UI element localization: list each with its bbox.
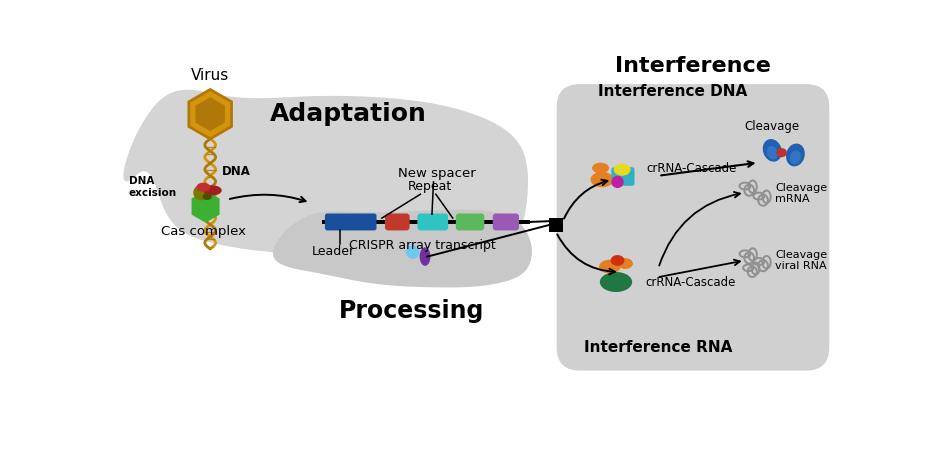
Circle shape [406, 245, 419, 259]
Text: Virus: Virus [191, 68, 229, 83]
Ellipse shape [790, 150, 801, 164]
Ellipse shape [599, 260, 621, 274]
FancyBboxPatch shape [557, 84, 829, 370]
Ellipse shape [591, 172, 614, 188]
Ellipse shape [786, 143, 805, 166]
Ellipse shape [767, 146, 778, 159]
Text: Repeat: Repeat [407, 180, 452, 193]
Ellipse shape [763, 139, 782, 162]
Text: New spacer: New spacer [399, 166, 476, 180]
Ellipse shape [776, 148, 787, 157]
FancyBboxPatch shape [325, 213, 376, 230]
Polygon shape [196, 97, 225, 131]
Text: DNA: DNA [222, 165, 251, 179]
Ellipse shape [592, 163, 609, 173]
Text: Interference DNA: Interference DNA [597, 84, 747, 99]
Polygon shape [192, 190, 220, 223]
Ellipse shape [618, 258, 633, 269]
FancyBboxPatch shape [456, 213, 484, 230]
Polygon shape [124, 90, 528, 269]
Ellipse shape [611, 176, 623, 188]
Ellipse shape [614, 164, 631, 176]
Polygon shape [189, 89, 231, 139]
Ellipse shape [600, 272, 632, 292]
Ellipse shape [202, 193, 212, 200]
Text: crRNA-Cascade: crRNA-Cascade [645, 275, 736, 289]
FancyBboxPatch shape [417, 213, 448, 230]
Polygon shape [273, 210, 532, 288]
Text: Cas complex: Cas complex [161, 225, 246, 238]
Bar [549, 218, 563, 232]
FancyBboxPatch shape [611, 167, 635, 186]
Text: crRNA-Cascade: crRNA-Cascade [647, 162, 738, 174]
Text: Cleavage
viral RNA: Cleavage viral RNA [775, 250, 827, 271]
Text: Leader: Leader [312, 245, 355, 258]
FancyBboxPatch shape [385, 213, 410, 230]
Text: Cleavage
mRNA: Cleavage mRNA [775, 183, 827, 204]
Ellipse shape [610, 255, 624, 266]
Text: Cleavage: Cleavage [745, 120, 800, 133]
Text: Interference: Interference [615, 55, 771, 76]
Ellipse shape [197, 183, 211, 192]
Text: CRISPR array transcript: CRISPR array transcript [348, 239, 495, 252]
Text: Adaptation: Adaptation [270, 102, 427, 126]
Text: Processing: Processing [339, 299, 485, 323]
Text: Interference RNA: Interference RNA [584, 340, 733, 355]
Circle shape [193, 185, 209, 200]
FancyBboxPatch shape [492, 213, 519, 230]
Ellipse shape [419, 247, 431, 266]
Bar [322, 219, 530, 224]
Text: DNA
excision: DNA excision [128, 177, 177, 198]
Ellipse shape [203, 185, 222, 196]
